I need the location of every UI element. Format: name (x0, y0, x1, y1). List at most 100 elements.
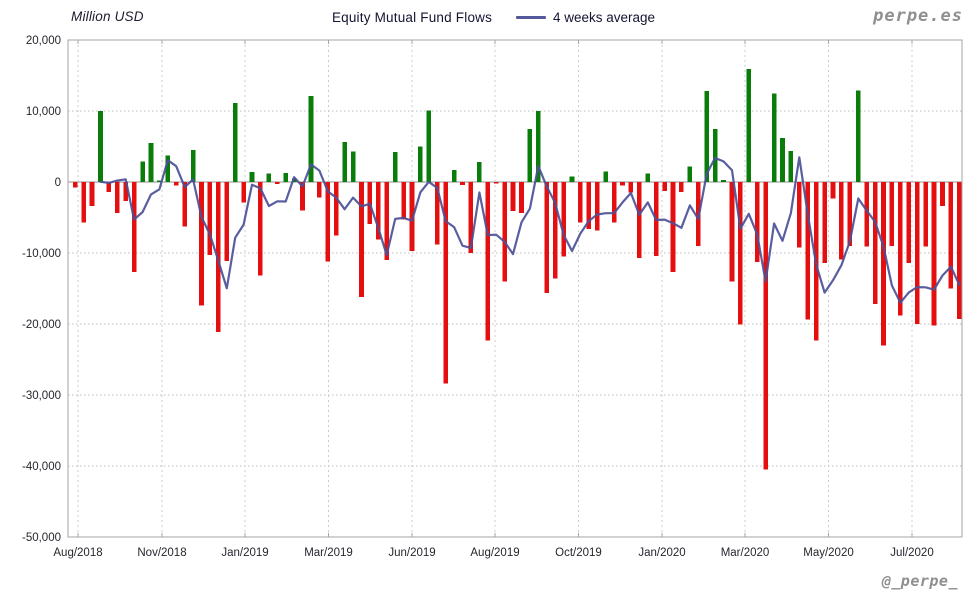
flow-bar (224, 182, 230, 261)
flow-bar (232, 103, 238, 182)
x-tick-label: Oct/2019 (555, 547, 602, 559)
flow-bar (148, 142, 154, 182)
x-tick-label: May/2020 (803, 547, 854, 559)
flow-bar (325, 182, 331, 262)
flow-bar (485, 182, 491, 341)
flow-bar (131, 182, 137, 273)
flow-bar (662, 182, 667, 192)
flow-bar (451, 169, 457, 182)
y-tick-label: 10,000 (26, 106, 61, 118)
flow-bar (493, 182, 499, 184)
flow-bar (182, 182, 187, 227)
flow-bar (106, 182, 112, 192)
legend: 4 weeks average (516, 10, 655, 25)
x-tick-label: Mar/2020 (721, 547, 770, 559)
flow-bar (729, 182, 735, 282)
flow-bar (948, 182, 954, 289)
x-tick-label: Mar/2019 (304, 547, 353, 559)
flow-bar (249, 172, 255, 182)
flow-bar (165, 155, 171, 182)
flow-bar (578, 182, 583, 223)
flow-bar (679, 182, 684, 192)
flow-bar (510, 182, 516, 212)
flow-bar (216, 182, 221, 332)
flow-bar (797, 182, 802, 248)
flow-bar (704, 91, 709, 182)
flow-bar (72, 182, 78, 188)
flow-bar (771, 93, 777, 182)
flow-bar (940, 182, 945, 207)
y-tick-label: 20,000 (26, 35, 61, 47)
flow-bar (342, 142, 347, 182)
legend-line-swatch (516, 16, 546, 19)
flow-bar (392, 152, 398, 182)
x-tick-label: Jan/2019 (221, 547, 268, 559)
flow-bar (258, 182, 263, 276)
flow-bar (569, 176, 575, 182)
flow-bar (822, 182, 827, 263)
twitter-handle: @_perpe_ (881, 572, 958, 590)
flow-bar (881, 182, 886, 346)
flow-bar (914, 182, 920, 324)
flow-bar (931, 182, 937, 326)
flow-bar (157, 180, 162, 182)
flow-bar (519, 182, 524, 214)
flow-bar (317, 182, 322, 198)
y-tick-label: -50,000 (22, 532, 61, 544)
flow-bar (409, 182, 415, 251)
flow-bar (780, 137, 785, 182)
chart-title: Equity Mutual Fund Flows (331, 10, 493, 25)
flow-bar (527, 128, 533, 182)
flow-bar (502, 182, 507, 282)
flow-bar (544, 182, 550, 293)
flow-bar (308, 96, 314, 182)
flow-bar (241, 182, 246, 203)
flow-bar (754, 182, 760, 263)
flow-bar (906, 182, 912, 263)
x-tick-label: Aug/2018 (53, 547, 102, 559)
flow-bar (763, 182, 768, 470)
flow-bar (350, 151, 356, 182)
flow-bar (898, 182, 903, 316)
flow-bar (561, 182, 566, 257)
flow-bar (190, 150, 196, 182)
flow-bar (603, 171, 608, 182)
flow-bar (738, 182, 743, 325)
flow-bar (274, 182, 280, 185)
y-tick-label: -20,000 (22, 319, 61, 331)
flow-bar (140, 161, 145, 182)
flow-bar (359, 182, 364, 298)
flow-bar (123, 182, 129, 202)
flow-bar (552, 182, 558, 279)
flow-bar (460, 182, 465, 185)
y-tick-label: -30,000 (22, 390, 61, 402)
flow-bar (670, 182, 676, 273)
avg-line (99, 156, 961, 304)
x-tick-label: Jan/2020 (638, 547, 685, 559)
flow-bar (847, 182, 853, 246)
flow-bar (611, 182, 617, 223)
flow-bar (434, 182, 440, 245)
flow-bar (637, 182, 642, 258)
flow-bar (98, 111, 103, 182)
x-tick-label: Aug/2019 (470, 547, 519, 559)
brand-logo: perpe.es (873, 6, 963, 26)
y-tick-label: 0 (55, 177, 61, 189)
flow-bar (957, 182, 962, 320)
x-tick-label: Jun/2019 (388, 547, 435, 559)
flow-bar (687, 166, 693, 182)
flow-bar (788, 150, 794, 182)
flow-bar (721, 179, 726, 182)
flow-bar (266, 173, 272, 182)
flow-bar (628, 182, 634, 193)
flow-bar (115, 182, 120, 214)
flow-bar (199, 182, 204, 306)
x-tick-label: Jul/2020 (890, 547, 933, 559)
flow-bar (923, 182, 928, 247)
x-tick-label: Nov/2018 (137, 547, 186, 559)
flow-bar (300, 182, 305, 211)
flow-bar (855, 90, 861, 182)
flow-bar (81, 182, 86, 223)
